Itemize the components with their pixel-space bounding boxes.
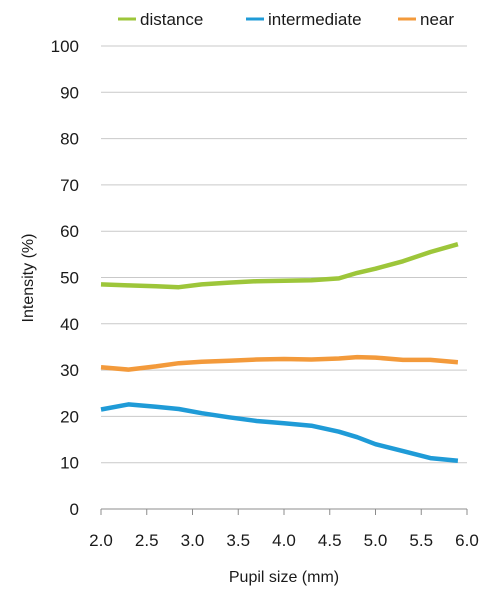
series-lines (100, 242, 459, 464)
axes: 0 10 20 30 40 50 60 70 80 90 100 2.0 2.5 3.0 3.5 4.0 4.5… (51, 37, 479, 550)
x-axis-title: Pupil size (mm) (229, 569, 339, 586)
x-tick-label: 3.5 (226, 531, 250, 550)
series-line-distance (100, 242, 459, 290)
x-tick-label: 5.0 (364, 531, 388, 550)
y-axis-title: Intensity (%) (20, 234, 37, 323)
legend-label-distance: distance (140, 10, 203, 29)
x-tick-label: 5.5 (409, 531, 433, 550)
y-tick-label: 30 (60, 361, 79, 380)
legend-label-intermediate: intermediate (268, 10, 362, 29)
x-tick-label: 6.0 (455, 531, 479, 550)
y-tick-label: 10 (60, 454, 79, 473)
series-line-near (100, 354, 459, 372)
y-tick-label: 60 (60, 222, 79, 241)
y-tick-label: 100 (51, 37, 79, 56)
legend-label-near: near (420, 10, 454, 29)
x-tick-label: 4.0 (272, 531, 296, 550)
legend: distance intermediate near (118, 10, 454, 29)
y-tick-label: 90 (60, 83, 79, 102)
x-tick-label: 2.0 (89, 531, 113, 550)
grid-lines (101, 45, 467, 464)
y-tick-label: 80 (60, 130, 79, 149)
series-line-intermediate (100, 402, 459, 464)
y-tick-label: 40 (60, 315, 79, 334)
y-tick-label: 20 (60, 407, 79, 426)
y-tick-label: 50 (60, 269, 79, 288)
x-tick-label: 2.5 (135, 531, 159, 550)
y-tick-label: 70 (60, 176, 79, 195)
y-tick-label: 0 (70, 500, 79, 519)
x-tick-label: 3.0 (181, 531, 205, 550)
x-tick-label: 4.5 (318, 531, 342, 550)
